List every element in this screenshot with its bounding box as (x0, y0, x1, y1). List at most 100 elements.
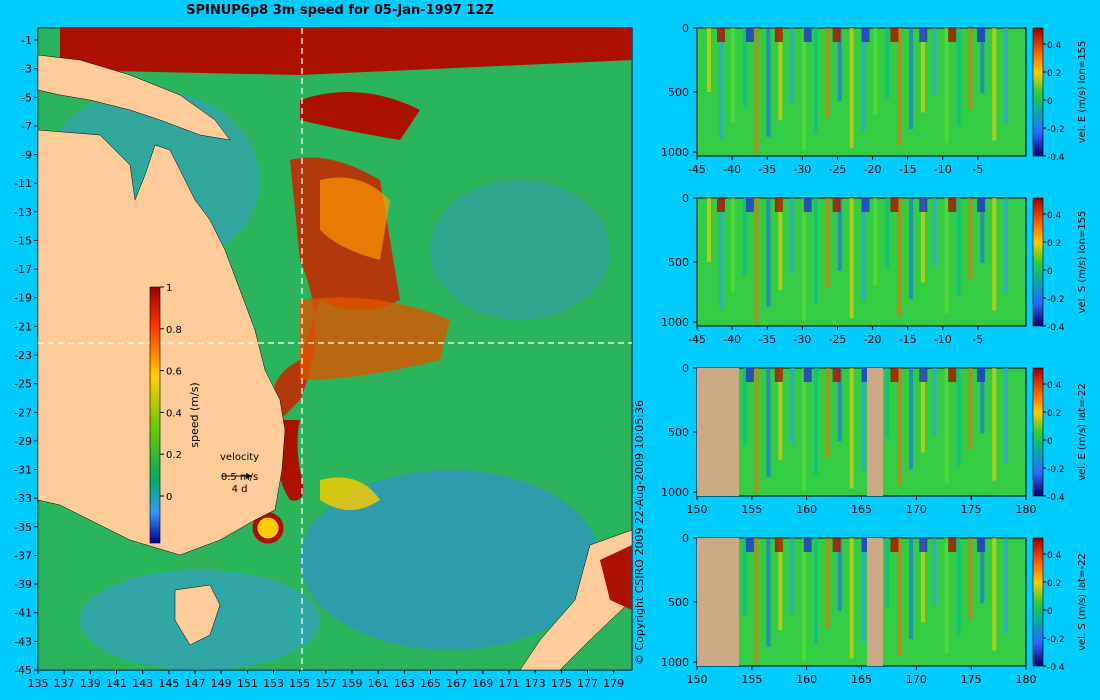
section-x-tick: -25 (828, 163, 846, 176)
section-x-tick: -20 (864, 163, 882, 176)
map-lat-tick: -39 (14, 578, 32, 591)
map-lat-tick: -27 (14, 406, 32, 419)
section-y-tick: 1000 (661, 486, 689, 499)
section-colorbar-tick: 0.4 (1047, 551, 1062, 561)
section-x-tick: -10 (934, 163, 952, 176)
colorbar-label: speed (m/s) (188, 382, 201, 447)
section-x-tick: -10 (934, 333, 952, 346)
section-colorbar (1032, 27, 1044, 157)
map-lon-tick: 137 (54, 677, 75, 690)
map-lon-tick: 153 (263, 677, 284, 690)
map-lat-tick: -23 (14, 349, 32, 362)
section-x-tick: 180 (1016, 503, 1037, 516)
map-lon-tick: 165 (420, 677, 441, 690)
section-panel-label: vel. S (m/s) lat=-22 (1077, 553, 1088, 651)
map-lat-tick: -1 (21, 34, 32, 47)
map-lon-tick: 179 (603, 677, 624, 690)
copyright-notice: © Copyright CSIRO 2009 22-Aug-2009 10:05… (633, 399, 646, 665)
section-colorbar (1032, 537, 1044, 667)
section-x-tick: 180 (1016, 673, 1037, 686)
section-y-tick: 1000 (661, 146, 689, 159)
speed-colorbar: 1 0.8 0.6 0.4 0.2 0 speed (m/s) (149, 283, 201, 544)
section-land (697, 538, 739, 666)
map-lon-tick: 151 (237, 677, 258, 690)
land-new-guinea (37, 54, 231, 141)
section-x-tick: 165 (851, 673, 872, 686)
section-land (867, 538, 883, 666)
map-lat-tick: -5 (21, 91, 32, 104)
figure-title: SPINUP6p8 3m speed for 05-Jan-1997 12Z (186, 3, 494, 18)
map-lat-tick: -41 (14, 607, 32, 620)
section-panel-label: vel. E (m/s) lat=-22 (1077, 383, 1088, 481)
map-lon-tick: 139 (80, 677, 101, 690)
section-x-tick: -15 (899, 333, 917, 346)
section-x-tick: -35 (758, 163, 776, 176)
section-y-tick: 500 (668, 86, 689, 99)
section-colorbar-tick: 0.4 (1047, 381, 1062, 391)
map-lat-tick: -31 (14, 464, 32, 477)
velocity-key-title: velocity (220, 452, 260, 463)
map-lon-tick: 169 (472, 677, 493, 690)
map-lat-tick: -21 (14, 320, 32, 333)
section-x-tick: -45 (688, 333, 706, 346)
section-colorbar-tick: 0.4 (1047, 211, 1062, 221)
map-lat-tick: -37 (14, 549, 32, 562)
section-x-tick: -20 (864, 333, 882, 346)
section-x-tick: -30 (793, 163, 811, 176)
section-y-tick: 1000 (661, 656, 689, 669)
section-x-tick: 170 (906, 503, 927, 516)
map-lon-tick: 159 (342, 677, 363, 690)
section-x-tick: 160 (796, 503, 817, 516)
section-x-tick: 150 (687, 673, 708, 686)
map-lon-tick: 161 (368, 677, 389, 690)
velocity-key-time: 4 d (231, 484, 248, 495)
section-land (697, 368, 739, 496)
map-lat-tick: -35 (14, 521, 32, 534)
section-colorbar (1032, 197, 1044, 327)
map-lat-tick: -3 (21, 63, 32, 76)
map-lat-tick: -13 (14, 206, 32, 219)
section-colorbar-tick: -0.4 (1047, 663, 1065, 673)
section-x-tick: -30 (793, 333, 811, 346)
map-lat-tick: -45 (14, 664, 32, 677)
section-colorbar-tick: 0 (1047, 607, 1053, 617)
section-panel-1: -45 -40 -35 -30 -25 -20 -15 -10 -5 0 500 1000 0.4 0.2… (661, 22, 1088, 176)
section-x-tick: -5 (972, 163, 983, 176)
map-lat-tick: -11 (14, 177, 32, 190)
section-x-tick: 175 (961, 673, 982, 686)
map-lon-axis: 135 137 139 141 143 145 147 149 151 153 155 157 159 1… (28, 670, 624, 690)
map-lon-tick: 163 (394, 677, 415, 690)
section-colorbar-tick: -0.2 (1047, 635, 1065, 645)
section-panel-label: vel. E (m/s) lon=155 (1077, 41, 1088, 144)
colorbar-tick: 0.8 (166, 325, 182, 336)
map-lon-tick: 157 (315, 677, 336, 690)
section-x-tick: -35 (758, 333, 776, 346)
section-colorbar-tick: -0.4 (1047, 323, 1065, 333)
map-lat-tick: -7 (21, 120, 32, 133)
map-lon-tick: 171 (499, 677, 520, 690)
section-y-tick: 0 (682, 192, 689, 205)
map-lon-tick: 145 (158, 677, 179, 690)
section-colorbar-tick: 0 (1047, 97, 1053, 107)
velocity-key-speed: 0.5 m/s (220, 472, 259, 483)
section-x-tick: 165 (851, 503, 872, 516)
map-lat-tick: -33 (14, 492, 32, 505)
map-lat-tick: -19 (14, 292, 32, 305)
section-x-tick: 175 (961, 503, 982, 516)
section-colorbar-tick: 0.4 (1047, 41, 1062, 51)
section-colorbar-tick: 0 (1047, 267, 1053, 277)
map-lat-tick: -15 (14, 234, 32, 247)
map-lon-tick: 175 (551, 677, 572, 690)
map-lon-tick: 135 (28, 677, 49, 690)
colorbar-tick: 0 (166, 492, 172, 503)
section-x-tick: 155 (741, 673, 762, 686)
section-x-tick: -5 (972, 333, 983, 346)
section-y-tick: 500 (668, 426, 689, 439)
section-panel-4: 150 155 160 165 170 175 180 0 500 1000 0.4 0.2 0 -0.2… (661, 532, 1088, 686)
colorbar-tick: 0.6 (166, 367, 182, 378)
section-colorbar-tick: -0.2 (1047, 125, 1065, 135)
map-lat-axis: -1 -3 -5 -7 -9 -11 -13 -15 -17 -19 -21 -23 -25 -27 -29… (14, 34, 38, 677)
section-colorbar-tick: 0.2 (1047, 409, 1061, 419)
map-lon-tick: 141 (106, 677, 127, 690)
colorbar-tick: 0.2 (166, 450, 182, 461)
